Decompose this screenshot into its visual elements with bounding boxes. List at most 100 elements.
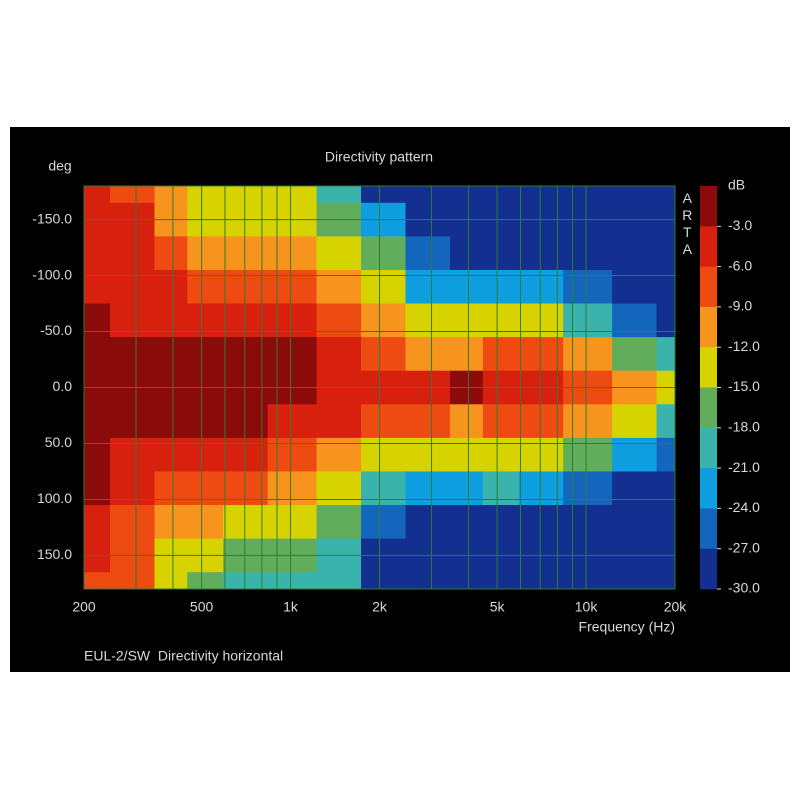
heatmap-cell xyxy=(187,303,224,338)
heatmap-cell xyxy=(154,471,188,506)
heatmap-cell xyxy=(361,303,407,338)
colorbar-tick-label: -30.0 xyxy=(728,580,760,596)
heatmap-cell xyxy=(223,186,269,204)
colorbar-tick-label: -12.0 xyxy=(728,338,760,354)
colorbar-tick-label: -6.0 xyxy=(728,257,752,273)
heatmap-cell xyxy=(405,404,451,439)
heatmap-cell xyxy=(612,505,658,540)
heatmap-cell xyxy=(267,236,318,271)
heatmap-cell xyxy=(482,337,520,372)
heatmap-cell xyxy=(316,404,362,439)
heatmap-cell xyxy=(84,471,111,506)
heatmap-cell xyxy=(518,572,564,590)
heatmap-cell xyxy=(84,505,111,540)
heatmap-cell xyxy=(316,572,362,590)
heatmap-cell xyxy=(361,236,407,271)
y-tick-label: -50.0 xyxy=(40,322,72,338)
heatmap-cell xyxy=(110,337,155,372)
heatmap-cell xyxy=(316,337,362,372)
heatmap-cell xyxy=(316,303,362,338)
y-axis-title: deg xyxy=(48,158,71,174)
heatmap-cell xyxy=(563,236,613,271)
y-tick-label: 150.0 xyxy=(37,546,72,562)
x-tick-label: 2k xyxy=(372,599,388,615)
heatmap-cell xyxy=(563,186,613,204)
heatmap-cell xyxy=(316,236,362,271)
x-axis-title: Frequency (Hz) xyxy=(579,619,675,635)
x-tick-label: 10k xyxy=(575,599,599,615)
heatmap-cell xyxy=(482,186,520,204)
heatmap-cell xyxy=(518,505,564,540)
heatmap-cell xyxy=(361,404,407,439)
heatmap-cell xyxy=(612,572,658,590)
heatmap-cell xyxy=(267,572,318,590)
heatmap-cell xyxy=(110,505,155,540)
heatmap-cell xyxy=(449,337,484,372)
heatmap-cell xyxy=(612,303,658,338)
colorbar-tick-label: -24.0 xyxy=(728,499,760,515)
heatmap-cell xyxy=(518,404,564,439)
heatmap-cell xyxy=(316,505,362,540)
heatmap-cell xyxy=(405,303,451,338)
heatmap-cell xyxy=(563,572,613,590)
heatmap-cell xyxy=(267,404,318,439)
heatmap-cell xyxy=(84,186,111,204)
colorbar-swatch xyxy=(700,266,717,308)
grid xyxy=(83,186,676,589)
heatmap-cell xyxy=(518,186,564,204)
watermark: ARTA xyxy=(679,190,695,258)
y-tick-label: -150.0 xyxy=(32,210,72,226)
colorbar-tick-label: -9.0 xyxy=(728,298,752,314)
heatmap-cell xyxy=(267,186,318,204)
y-tick-label: 100.0 xyxy=(37,490,72,506)
plot-frame xyxy=(83,185,676,590)
footer: EUL-2/SW Directivity horizontal xyxy=(84,648,283,664)
colorbar-tick-label: -21.0 xyxy=(728,459,760,475)
heatmap-cell xyxy=(187,186,224,204)
heatmap-cell xyxy=(84,572,111,590)
colorbar-tick-label: -27.0 xyxy=(728,539,760,555)
heatmap-cell xyxy=(154,337,188,372)
heatmap-cell xyxy=(84,404,111,439)
heatmap-cell xyxy=(449,404,484,439)
heatmap-cell xyxy=(267,505,318,540)
heatmap-cell xyxy=(223,505,269,540)
heatmap-cell xyxy=(612,471,658,506)
heatmap-cell xyxy=(361,337,407,372)
heatmap-cell xyxy=(84,236,111,271)
colorbar-tick-label: -3.0 xyxy=(728,217,752,233)
heatmap-cell xyxy=(612,404,658,439)
heatmap-cell xyxy=(563,404,613,439)
heatmap-cell xyxy=(110,471,155,506)
x-tick-label: 20k xyxy=(664,599,688,615)
heatmap-cell xyxy=(449,505,484,540)
heatmap-cell xyxy=(223,337,269,372)
heatmap-cell xyxy=(482,505,520,540)
colorbar-tick-label: -18.0 xyxy=(728,419,760,435)
heatmap-cell xyxy=(187,572,224,590)
heatmap-cell xyxy=(449,471,484,506)
colorbar-swatch xyxy=(700,347,717,388)
heatmap-cell xyxy=(563,303,613,338)
heatmap-cell xyxy=(405,186,451,204)
heatmap-cell xyxy=(84,303,111,338)
x-tick-label: 5k xyxy=(490,599,506,615)
heatmap-cell xyxy=(187,471,224,506)
colorbar-swatch xyxy=(700,226,717,267)
heatmap-cell xyxy=(656,572,676,590)
colorbar-swatch xyxy=(700,548,717,590)
heatmap-cell xyxy=(110,303,155,338)
heatmap-cell xyxy=(110,186,155,204)
heatmap-cell xyxy=(656,269,676,305)
heatmap-cell xyxy=(563,505,613,540)
heatmap-cell xyxy=(154,404,188,439)
heatmap-cell xyxy=(518,337,564,372)
heatmap-cell xyxy=(361,471,407,506)
heatmap-cell xyxy=(110,572,155,590)
heatmap-cell xyxy=(482,404,520,439)
heatmap-cell xyxy=(449,303,484,338)
colorbar-swatch xyxy=(700,306,717,348)
y-tick-label: 50.0 xyxy=(45,434,72,450)
